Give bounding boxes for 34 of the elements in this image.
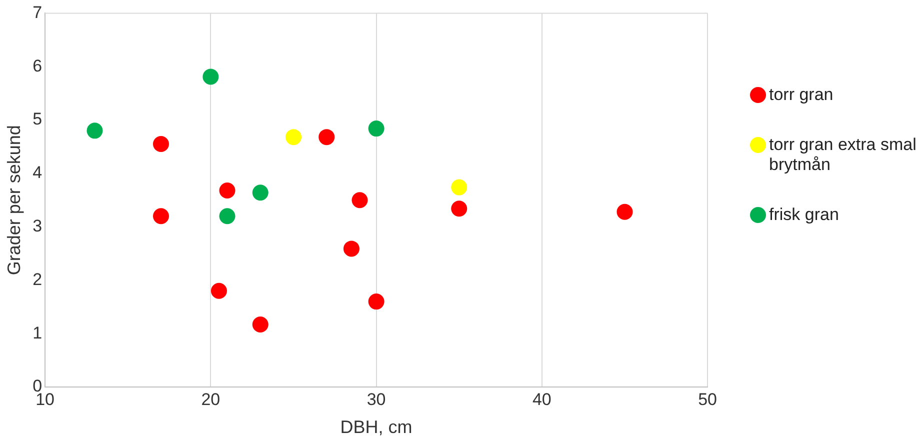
x-tick-label: 20 [201,390,220,409]
y-tick-label: 5 [32,110,42,129]
x-axis-title: DBH, cm [340,417,412,438]
point [210,282,227,299]
y-tick-label: 3 [32,216,42,236]
y-tick-label: 1 [32,323,42,342]
point [451,179,468,196]
point [86,122,103,139]
point [343,240,360,257]
x-tick-label: 40 [532,390,552,409]
point [219,182,236,198]
point [451,200,468,217]
legend-label: torr gran [769,85,834,105]
point [252,184,268,201]
point [616,204,633,220]
y-tick-label: 7 [32,2,42,22]
point [252,316,268,333]
y-tick-label: 6 [32,56,42,76]
x-tick-label: 30 [366,390,386,409]
x-tick-label: 50 [698,390,718,409]
point [202,68,219,85]
legend-label: frisk gran [769,205,839,225]
y-axis-title: Grader per sekund [4,125,24,276]
legend-label: torr gran extra smal brytmån [769,135,918,175]
y-tick-label: 2 [32,270,42,289]
point [318,129,335,146]
point [368,294,384,310]
point [352,192,368,208]
point [285,129,302,146]
point [368,120,384,137]
point [152,136,169,152]
point [152,208,169,224]
y-tick-label: 4 [32,163,42,182]
point [219,208,236,224]
